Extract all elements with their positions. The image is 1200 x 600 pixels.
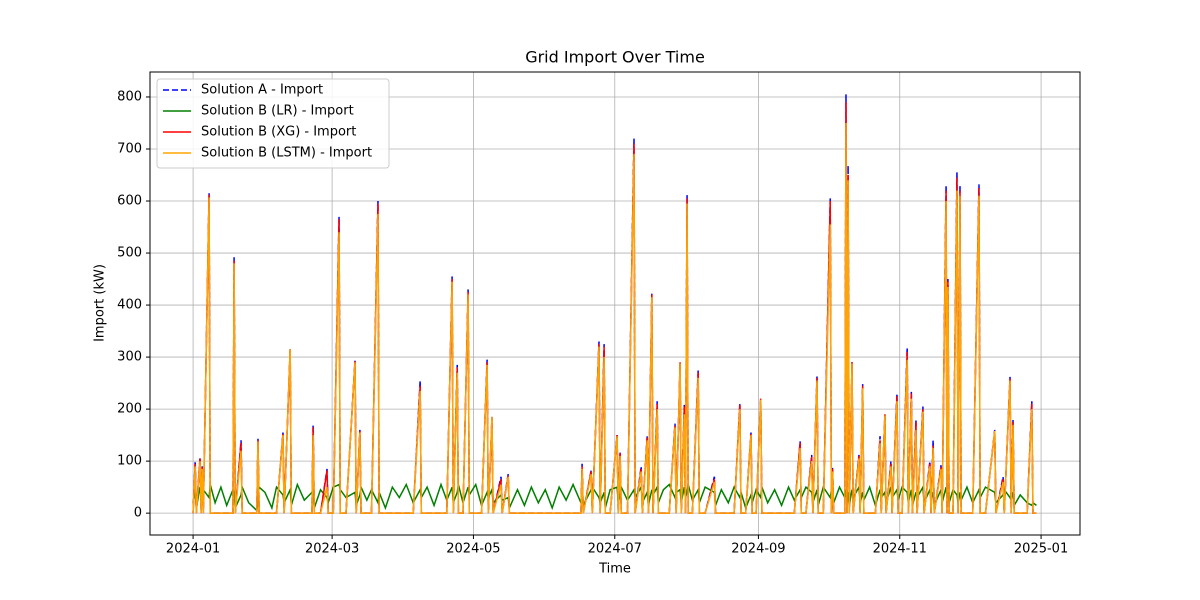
legend: Solution A - Import Solution B (LR) - Imp… bbox=[156, 78, 390, 169]
y-tick-label: 0 bbox=[134, 506, 142, 521]
y-tick-label: 800 bbox=[117, 89, 142, 104]
x-tick-label: 2025-01 bbox=[1014, 542, 1068, 557]
x-tick-label: 2024-07 bbox=[588, 542, 642, 557]
x-tick-label: 2024-03 bbox=[305, 542, 359, 557]
x-axis-label: Time bbox=[598, 562, 631, 577]
y-axis-label: Import (kW) bbox=[93, 264, 108, 342]
y-tick-label: 500 bbox=[117, 246, 142, 261]
y-tick-label: 400 bbox=[117, 298, 142, 313]
legend-box bbox=[156, 78, 390, 169]
chart-title: Grid Import Over Time bbox=[525, 48, 705, 67]
legend-label: Solution A - Import bbox=[201, 83, 323, 98]
legend-label: Solution B (LSTM) - Import bbox=[201, 146, 372, 161]
legend-label: Solution B (LR) - Import bbox=[201, 104, 354, 119]
y-tick-label: 200 bbox=[117, 402, 142, 417]
x-tick-label: 2024-09 bbox=[731, 542, 785, 557]
y-tick-label: 100 bbox=[117, 454, 142, 469]
y-tick-label: 300 bbox=[117, 350, 142, 365]
y-tick-label: 700 bbox=[117, 141, 142, 156]
x-tick-label: 2024-05 bbox=[446, 542, 500, 557]
legend-label: Solution B (XG) - Import bbox=[201, 125, 356, 140]
y-tick-label: 600 bbox=[117, 194, 142, 209]
plot-frame bbox=[149, 71, 1081, 536]
x-tick-label: 2024-01 bbox=[166, 542, 220, 557]
x-tick-label: 2024-11 bbox=[873, 542, 927, 557]
series-line bbox=[192, 122, 1037, 514]
